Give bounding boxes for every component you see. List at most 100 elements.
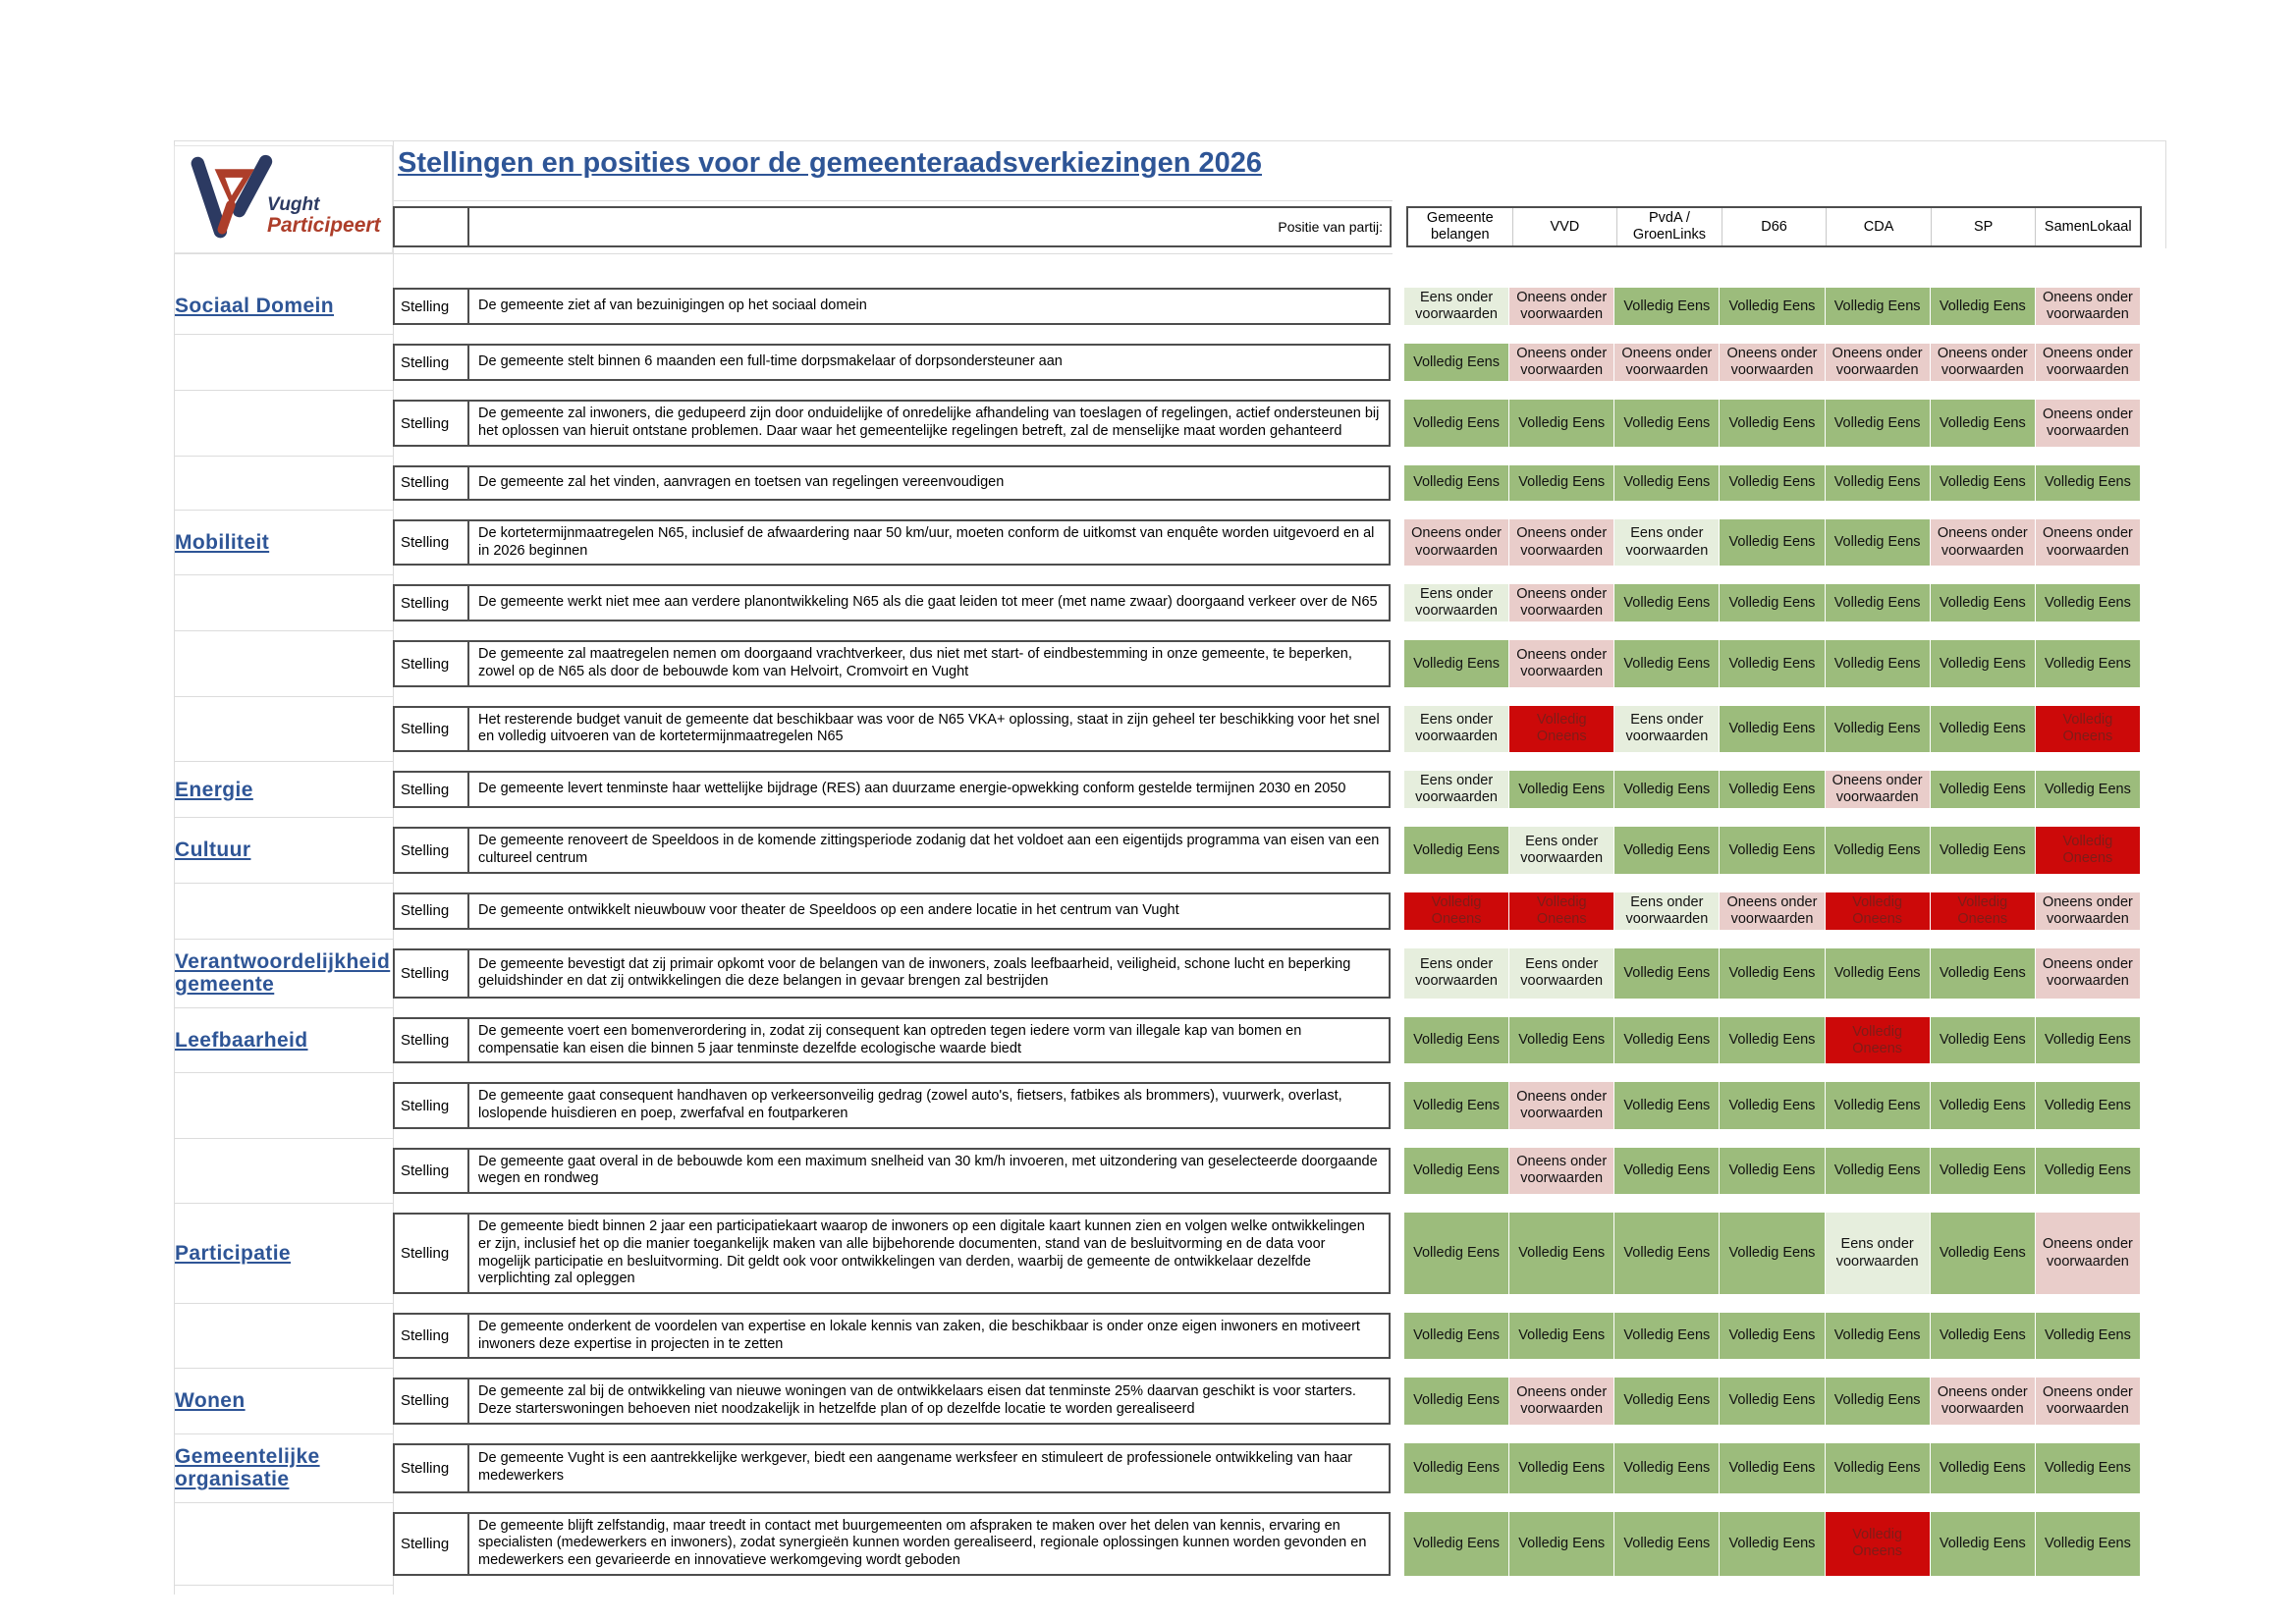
position-cell: Volledig Eens <box>1509 1213 1614 1294</box>
position-cell: Volledig Eens <box>1825 705 1930 753</box>
logo-text-vught: Vught <box>267 194 320 215</box>
position-cells: Eens onder voorwaarden Oneens onder voorw… <box>1404 288 2140 326</box>
statement-text: De gemeente gaat overal in de bebouwde k… <box>467 1147 1391 1195</box>
position-cell: Volledig Oneens <box>1825 892 1930 930</box>
position-cell: Volledig Eens <box>1614 947 1720 999</box>
position-cell: Volledig Eens <box>1720 1147 1825 1195</box>
stelling-label: Stelling <box>393 1147 469 1195</box>
party-header-row: Gemeente belangen VVD PvdA / GroenLinks D66… <box>1406 206 2142 247</box>
position-cell: Volledig Eens <box>1614 400 1720 447</box>
category-link[interactable]: Verantwoordelijkheid gemeente <box>175 949 391 997</box>
position-cells: Volledig Eens Oneens onder voorwaarden Vol… <box>1404 1378 2140 1425</box>
statement-text: De gemeente biedt binnen 2 jaar een part… <box>467 1213 1391 1294</box>
stelling-label: Stelling <box>393 344 469 382</box>
position-cell: Volledig Eens <box>1404 1378 1509 1425</box>
header-empty-cell <box>393 206 469 247</box>
gridline <box>2165 140 2166 248</box>
position-cell: Volledig Eens <box>1825 518 1930 567</box>
position-cell: Volledig Eens <box>1825 1442 1930 1493</box>
position-of-party-label: Positie van partij: <box>1278 219 1383 235</box>
position-cell: Volledig Eens <box>1614 1213 1720 1294</box>
statement-row: Participatie Stelling De gemeente biedt … <box>174 1213 2142 1304</box>
position-cells: Eens onder voorwaarden Volledig Oneens Een… <box>1404 705 2140 753</box>
position-cell: Volledig Eens <box>1720 518 1825 567</box>
statement-row: Stelling De gemeente werkt niet mee aan … <box>174 584 2142 632</box>
statement-text: De gemeente voert een bomenverordering i… <box>467 1017 1391 1064</box>
position-cell: Volledig Eens <box>1404 640 1509 687</box>
statement-row: Stelling Het resterende budget vanuit de… <box>174 705 2142 763</box>
category-link[interactable]: Gemeentelijke organisatie <box>175 1444 320 1491</box>
position-cells: Volledig Eens Volledig Eens Volledig Eens V… <box>1404 1213 2140 1294</box>
statement-text: De gemeente renoveert de Speeldoos in de… <box>467 827 1391 874</box>
position-cell: Volledig Eens <box>1720 400 1825 447</box>
position-cell: Volledig Eens <box>1930 827 2035 874</box>
position-cells: Volledig Eens Volledig Eens Volledig Eens V… <box>1404 1017 2140 1064</box>
position-cell: Volledig Eens <box>1404 344 1509 382</box>
position-cell: Volledig Eens <box>1720 827 1825 874</box>
statement-text: De kortetermijnmaatregelen N65, inclusie… <box>467 518 1391 567</box>
position-cell: Volledig Eens <box>1720 947 1825 999</box>
position-cell: Volledig Eens <box>1720 1082 1825 1129</box>
stelling-label: Stelling <box>393 400 469 447</box>
position-cell: Volledig Eens <box>1930 1442 2035 1493</box>
statement-row: Leefbaarheid Stelling De gemeente voert … <box>174 1017 2142 1074</box>
category-cell <box>174 1082 393 1128</box>
stelling-label: Stelling <box>393 1442 469 1493</box>
position-cell: Volledig Oneens <box>1509 705 1614 753</box>
party-column-header: SP <box>1932 208 2037 245</box>
stelling-label: Stelling <box>393 464 469 501</box>
statement-text: De gemeente zal bij de ontwikkeling van … <box>467 1378 1391 1425</box>
position-cells: Volledig Eens Oneens onder voorwaarden Vol… <box>1404 1082 2140 1129</box>
position-cell: Volledig Eens <box>1509 1442 1614 1493</box>
statement-row: Stelling De gemeente blijft zelfstandig,… <box>174 1511 2142 1586</box>
position-cell: Volledig Eens <box>1614 1442 1720 1493</box>
statement-text: De gemeente zal maatregelen nemen om doo… <box>467 640 1391 687</box>
position-cell: Volledig Eens <box>1930 705 2035 753</box>
statement-text: De gemeente gaat consequent handhaven op… <box>467 1082 1391 1129</box>
position-cell: Volledig Oneens <box>1825 1511 1930 1576</box>
position-cell: Volledig Eens <box>1720 1378 1825 1425</box>
position-of-party-cell: Positie van partij: <box>468 206 1392 247</box>
position-cell: Volledig Eens <box>1509 464 1614 501</box>
position-cell: Oneens onder voorwaarden <box>1825 344 1930 382</box>
position-cell: Volledig Eens <box>1509 400 1614 447</box>
position-cell: Volledig Eens <box>1930 464 2035 501</box>
position-cell: Volledig Oneens <box>1930 892 2035 930</box>
position-cell: Oneens onder voorwaarden <box>2035 1213 2140 1294</box>
category-link[interactable]: Participatie <box>175 1241 292 1265</box>
statement-text: De gemeente stelt binnen 6 maanden een f… <box>467 344 1391 382</box>
category-link[interactable]: Energie <box>175 778 253 801</box>
category-link[interactable]: Cultuur <box>175 838 251 862</box>
category-cell <box>174 892 393 930</box>
position-cell: Volledig Eens <box>1930 1082 2035 1129</box>
position-cells: Volledig Eens Volledig Eens Volledig Eens V… <box>1404 464 2140 501</box>
position-cell: Volledig Eens <box>1614 771 1720 809</box>
position-cell: Volledig Eens <box>1614 1147 1720 1195</box>
position-cell: Volledig Oneens <box>1509 892 1614 930</box>
category-cell <box>174 640 393 686</box>
position-cells: Oneens onder voorwaarden Oneens onder voo… <box>1404 518 2140 567</box>
position-cell: Volledig Eens <box>2035 1017 2140 1064</box>
category-link[interactable]: Wonen <box>175 1389 246 1413</box>
category-cell <box>174 1512 393 1576</box>
position-cell: Volledig Eens <box>1404 464 1509 501</box>
category-link[interactable]: Mobiliteit <box>175 530 270 554</box>
vught-participeert-logo: Vught Participeert <box>174 145 393 253</box>
gridline <box>393 200 1393 201</box>
statement-text: De gemeente zal inwoners, die gedupeerd … <box>467 400 1391 447</box>
category-link[interactable]: Leefbaarheid <box>175 1028 308 1052</box>
position-cells: Eens onder voorwaarden Volledig Eens Volle… <box>1404 771 2140 809</box>
position-cell: Volledig Eens <box>2035 640 2140 687</box>
position-cell: Volledig Eens <box>1720 464 1825 501</box>
logo-emblem-icon <box>191 154 273 239</box>
category-link[interactable]: Sociaal Domein <box>175 295 334 318</box>
statement-row: Stelling De gemeente zal inwoners, die g… <box>174 400 2142 458</box>
position-cell: Oneens onder voorwaarden <box>1825 771 1930 809</box>
position-cell: Volledig Eens <box>2035 1511 2140 1576</box>
position-cell: Volledig Eens <box>2035 464 2140 501</box>
position-cell: Oneens onder voorwaarden <box>2035 892 2140 930</box>
position-cell: Eens onder voorwaarden <box>1404 288 1509 326</box>
party-column-header: CDA <box>1827 208 1932 245</box>
category-cell <box>174 584 393 622</box>
position-cell: Volledig Eens <box>1720 1017 1825 1064</box>
